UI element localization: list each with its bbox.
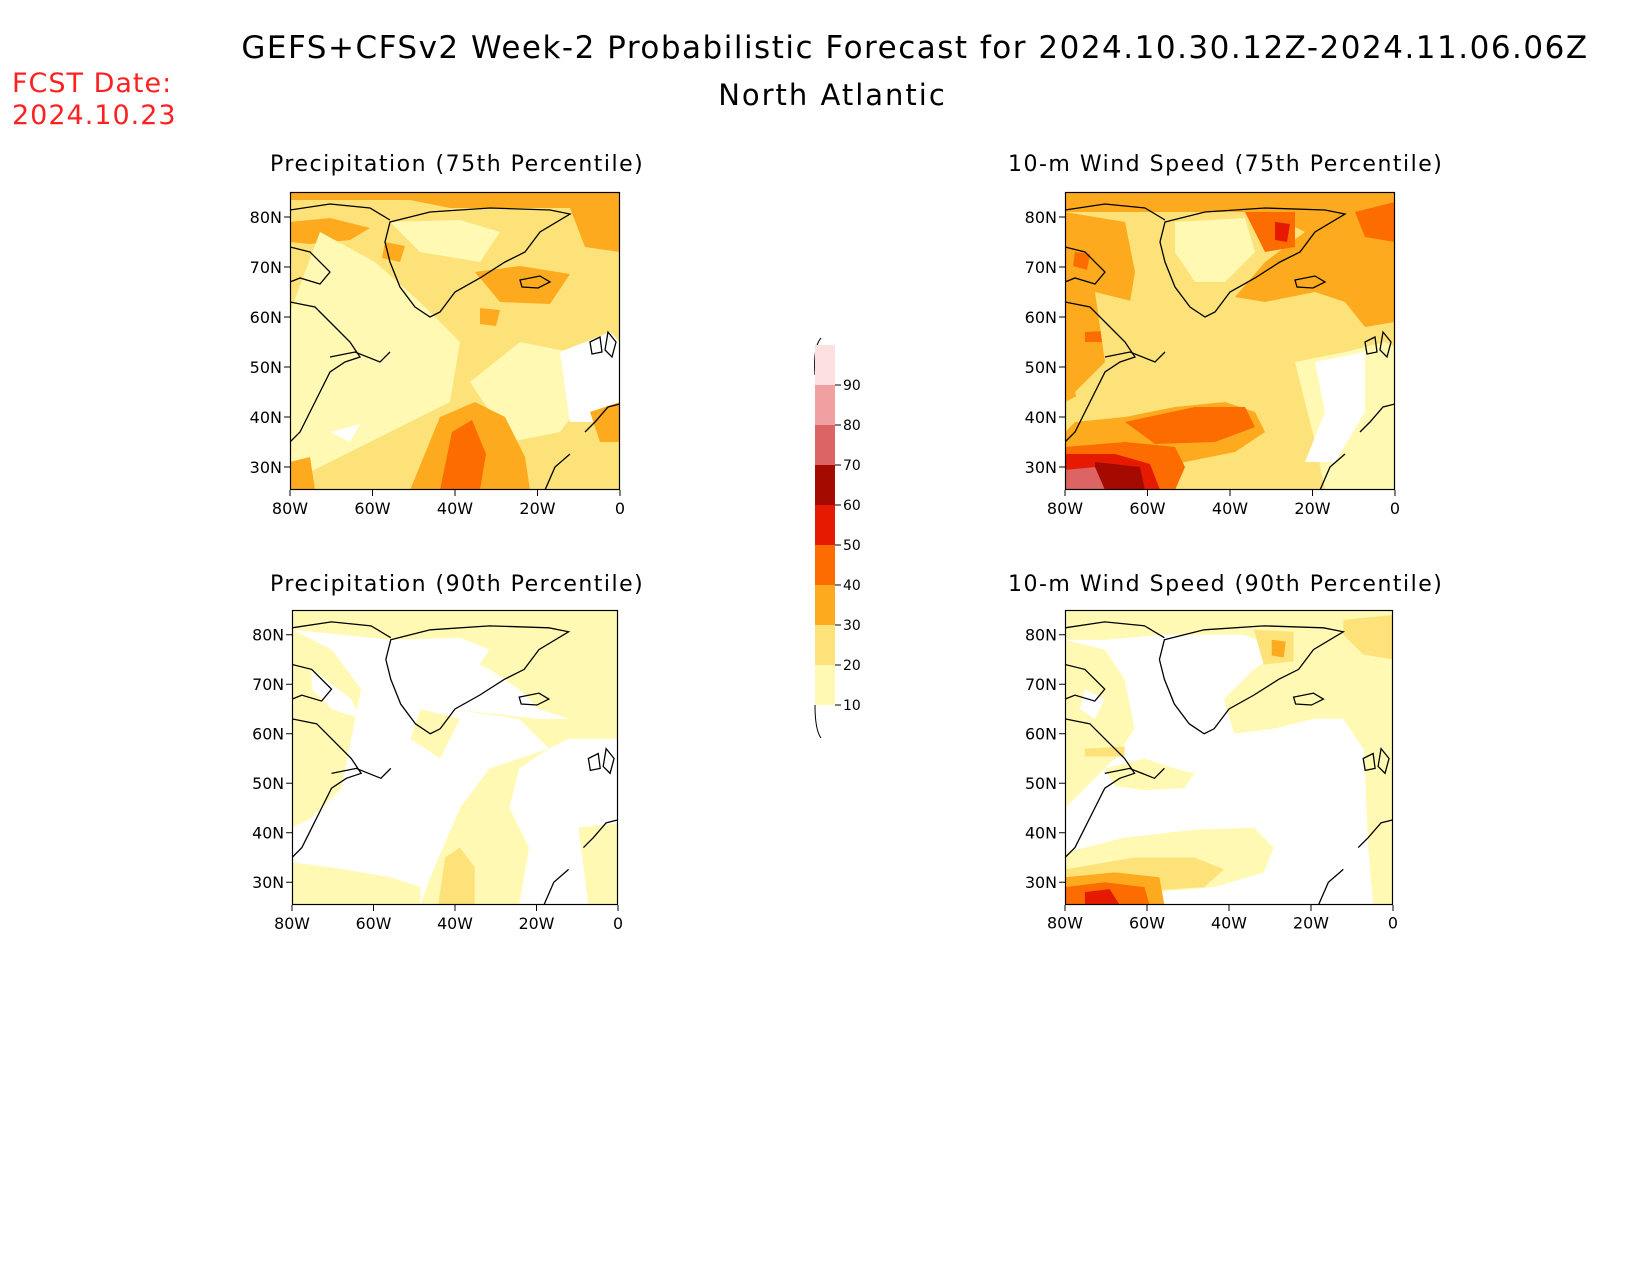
colorbar-swatches (815, 345, 835, 705)
colorbar-swatch (815, 465, 835, 505)
lat-label: 80N (1025, 626, 1057, 645)
lon-label: 20W (519, 914, 555, 933)
colorbar: 10 20 30 40 50 60 70 80 90 (814, 337, 861, 739)
map-frame (291, 609, 619, 906)
lat-label: 30N (252, 873, 284, 892)
panel-title-precip-90: Precipitation (90th Percentile) (270, 572, 645, 597)
lat-label: 40N (252, 824, 284, 843)
lat-label: 50N (1025, 358, 1057, 377)
lat-label: 50N (250, 358, 282, 377)
forecast-date: FCST Date: 2024.10.23 (12, 68, 177, 132)
map-precip-75: 80N 70N 60N 50N 40N 30N 80W 60W 40W 20W … (250, 191, 625, 518)
lat-label: 70N (252, 675, 284, 694)
lat-label: 70N (1025, 675, 1057, 694)
lat-label: 30N (1025, 458, 1057, 477)
coastlines (1065, 203, 1395, 490)
lon-label: 40W (1212, 499, 1248, 518)
lon-label: 20W (519, 499, 555, 518)
colorbar-label: 50 (843, 538, 861, 554)
lat-label: 70N (250, 258, 282, 277)
map-wind-75: 80N 70N 60N 50N 40N 30N 80W 60W 40W 20W … (1025, 191, 1400, 518)
lon-label: 80W (1047, 914, 1083, 933)
lon-label: 60W (354, 499, 390, 518)
colorbar-label: 40 (843, 578, 861, 594)
region-title: North Atlantic (718, 78, 947, 112)
lat-label: 50N (252, 774, 284, 793)
lat-label: 60N (1025, 308, 1057, 327)
lon-label: 0 (615, 499, 625, 518)
colorbar-swatch (815, 385, 835, 425)
colorbar-swatch (815, 345, 835, 385)
lat-axis: 80N 70N 60N 50N 40N 30N (1025, 626, 1065, 892)
colorbar-label: 20 (843, 658, 861, 674)
map-frame (289, 191, 621, 491)
main-title: GEFS+CFSv2 Week-2 Probabilistic Forecast… (241, 30, 1589, 66)
colorbar-label: 80 (843, 418, 861, 434)
lon-label: 60W (1129, 499, 1165, 518)
colorbar-swatch (815, 665, 835, 705)
lon-label: 60W (1129, 914, 1165, 933)
coastlines (292, 621, 618, 905)
map-frame (1064, 191, 1396, 491)
lon-axis: 80W 60W 40W 20W 0 (1047, 905, 1398, 933)
panel-title-wind-90: 10-m Wind Speed (90th Percentile) (1008, 572, 1444, 597)
colorbar-label: 90 (843, 378, 861, 394)
lon-label: 80W (274, 914, 310, 933)
coastlines (290, 203, 620, 490)
lon-label: 0 (1388, 914, 1398, 933)
lon-label: 0 (1390, 499, 1400, 518)
lon-label: 20W (1293, 914, 1329, 933)
panel-title-wind-75: 10-m Wind Speed (75th Percentile) (1008, 152, 1444, 177)
lat-label: 60N (1025, 725, 1057, 744)
map-wind-90: 80N 70N 60N 50N 40N 30N 80W 60W 40W 20W … (1025, 609, 1398, 933)
lon-label: 40W (437, 499, 473, 518)
map-precip-90: 80N 70N 60N 50N 40N 30N 80W 60W 40W 20W … (252, 609, 623, 933)
lon-label: 40W (1211, 914, 1247, 933)
colorbar-swatch (815, 585, 835, 625)
panel-title-precip-75: Precipitation (75th Percentile) (270, 152, 645, 177)
lat-label: 30N (1025, 873, 1057, 892)
colorbar-swatch (815, 425, 835, 465)
colorbar-swatch (815, 625, 835, 665)
lat-axis: 80N 70N 60N 50N 40N 30N (250, 208, 290, 477)
colorbar-swatch (815, 505, 835, 545)
lat-axis: 80N 70N 60N 50N 40N 30N (1025, 208, 1065, 477)
colorbar-labels: 10 20 30 40 50 60 70 80 90 (835, 378, 861, 714)
lon-label: 80W (272, 499, 308, 518)
colorbar-swatch (815, 545, 835, 585)
lat-label: 80N (250, 208, 282, 227)
lon-axis: 80W 60W 40W 20W 0 (274, 905, 623, 933)
lon-label: 80W (1047, 499, 1083, 518)
forecast-date-label: FCST Date: (12, 68, 173, 99)
lat-label: 80N (252, 626, 284, 645)
colorbar-bottom-cap (814, 704, 822, 739)
lat-axis: 80N 70N 60N 50N 40N 30N (252, 626, 292, 892)
lon-label: 60W (356, 914, 392, 933)
map-frame (1064, 609, 1394, 906)
lat-label: 60N (250, 308, 282, 327)
lat-label: 80N (1025, 208, 1057, 227)
colorbar-label: 70 (843, 458, 861, 474)
lat-label: 30N (250, 458, 282, 477)
lat-label: 40N (1025, 408, 1057, 427)
lat-label: 50N (1025, 774, 1057, 793)
forecast-date-value: 2024.10.23 (12, 100, 177, 131)
probability-field (292, 610, 618, 905)
lat-label: 40N (1025, 824, 1057, 843)
lon-label: 40W (437, 914, 473, 933)
lon-label: 20W (1294, 499, 1330, 518)
colorbar-label: 10 (843, 698, 861, 714)
colorbar-label: 30 (843, 618, 861, 634)
colorbar-label: 60 (843, 498, 861, 514)
lat-label: 70N (1025, 258, 1057, 277)
coastlines (1065, 621, 1393, 905)
lon-label: 0 (613, 914, 623, 933)
lat-label: 60N (252, 725, 284, 744)
lon-axis: 80W 60W 40W 20W 0 (272, 490, 625, 518)
lat-label: 40N (250, 408, 282, 427)
probability-field (1065, 610, 1393, 905)
lon-axis: 80W 60W 40W 20W 0 (1047, 490, 1400, 518)
probability-field (1065, 192, 1395, 490)
probability-field (290, 192, 620, 490)
